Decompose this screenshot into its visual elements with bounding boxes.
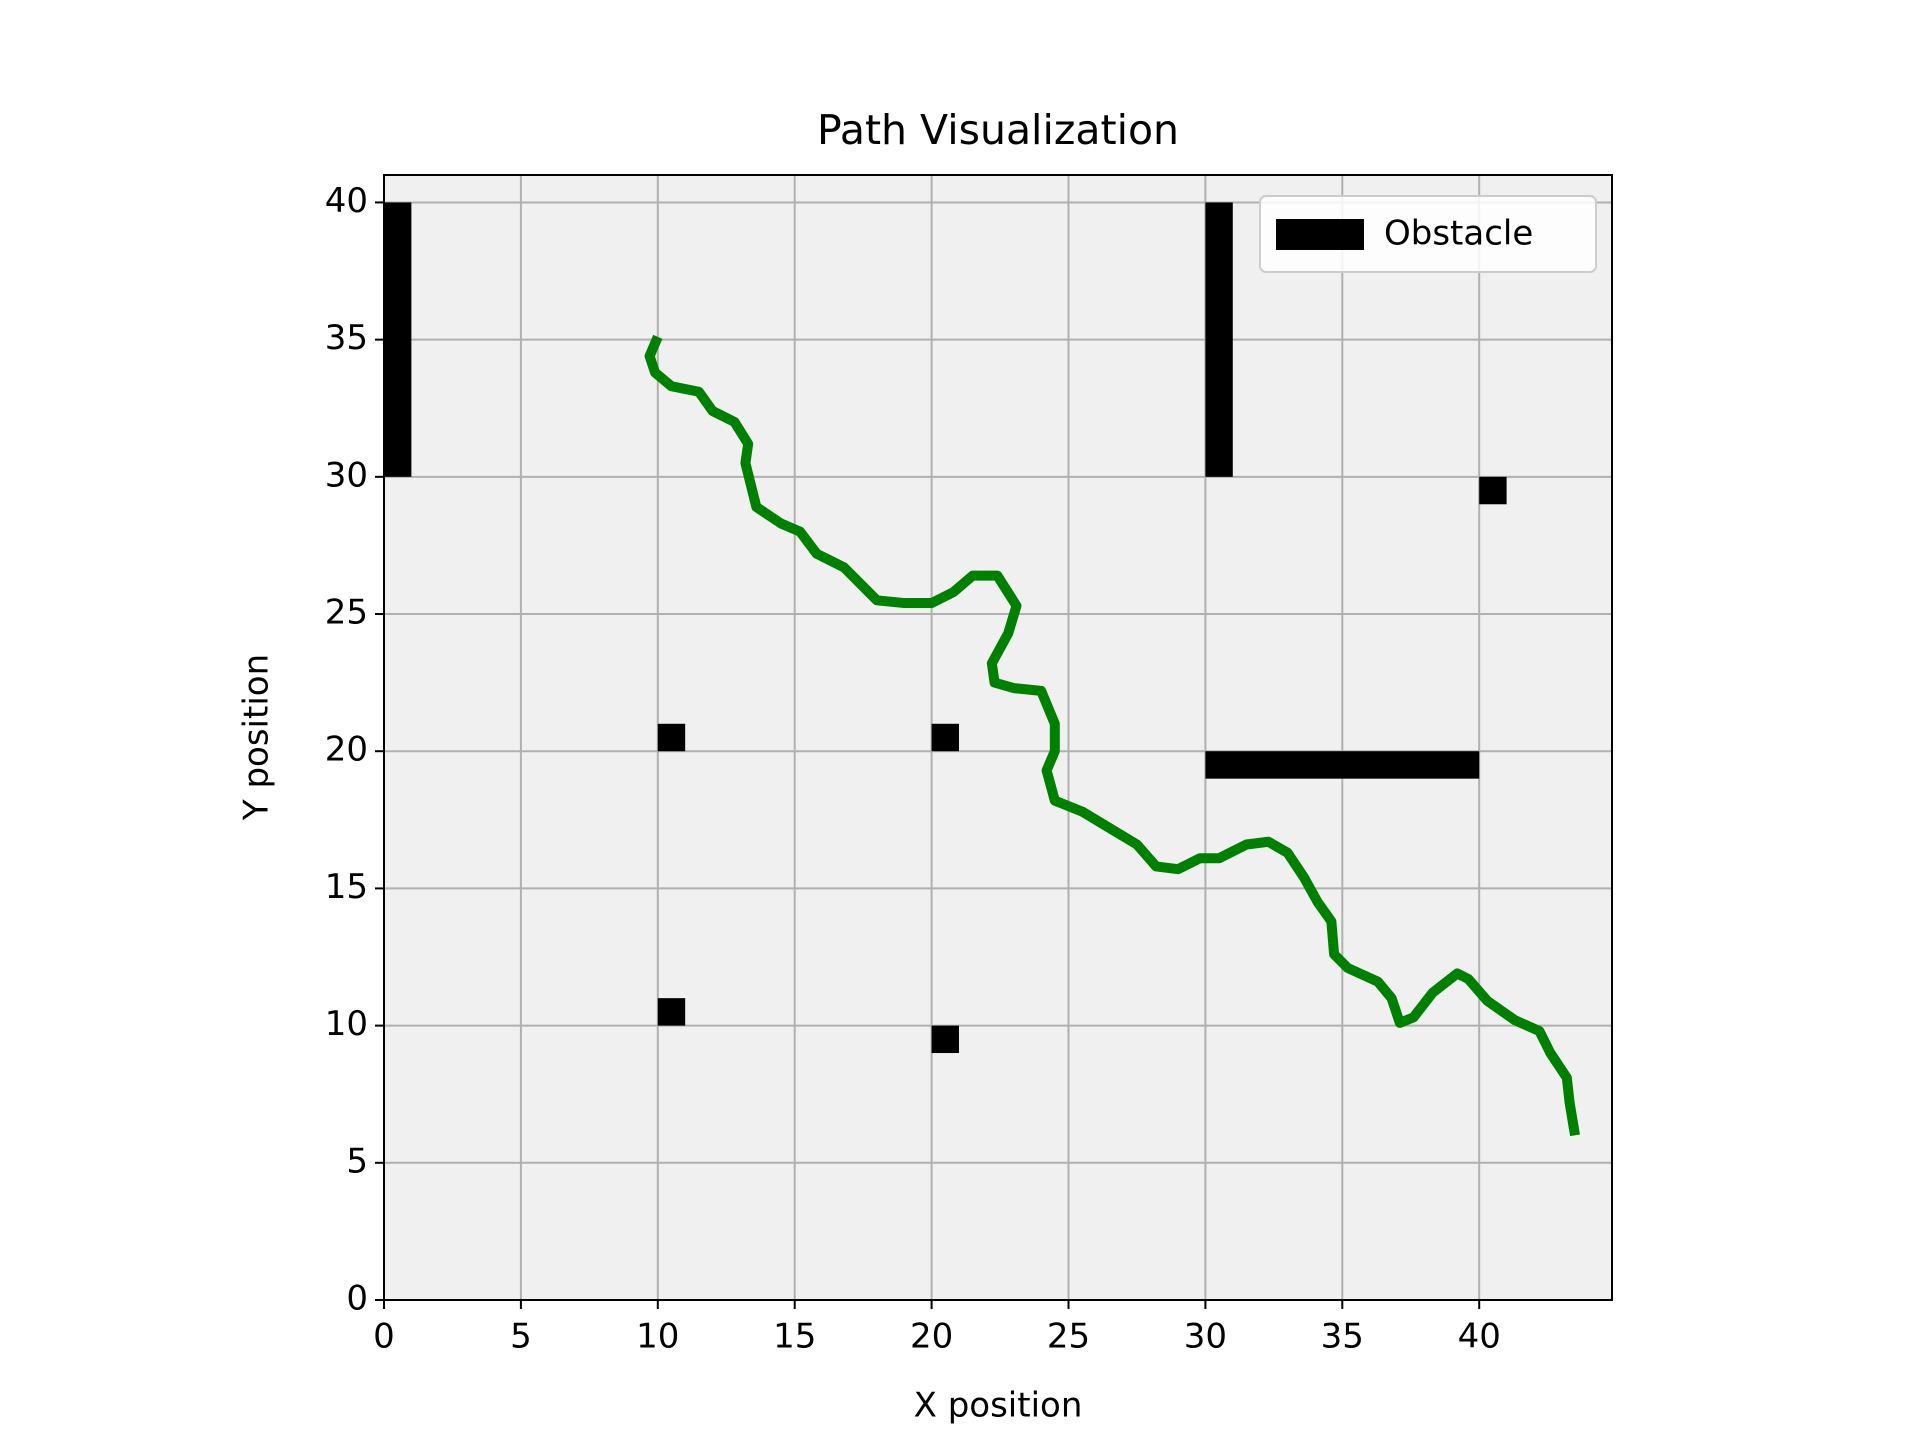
y-tick-label: 10 — [325, 1004, 368, 1044]
plot-area — [384, 175, 1612, 1300]
chart-title: Path Visualization — [817, 106, 1179, 154]
y-tick-label: 35 — [325, 318, 368, 358]
y-tick-label: 15 — [325, 867, 368, 907]
x-tick-label: 15 — [773, 1317, 816, 1357]
y-tick-label: 30 — [325, 455, 368, 495]
obstacle — [1205, 751, 1480, 779]
legend-box — [1259, 195, 1597, 273]
x-tick-label: 40 — [1458, 1317, 1501, 1357]
obstacle — [1205, 202, 1233, 477]
x-tick-label: 0 — [373, 1317, 395, 1357]
x-tick-label: 25 — [1047, 1317, 1090, 1357]
y-tick-label: 20 — [325, 730, 368, 770]
x-tick-label: 20 — [910, 1317, 953, 1357]
x-tick-label: 5 — [510, 1317, 532, 1357]
obstacle — [931, 1025, 959, 1054]
obstacle — [657, 723, 686, 752]
y-tick-label: 40 — [325, 181, 368, 221]
y-tick-label: 25 — [325, 593, 368, 633]
y-tick-label: 0 — [346, 1279, 368, 1319]
x-tick-label: 30 — [1184, 1317, 1227, 1357]
y-tick-label: 5 — [346, 1141, 368, 1181]
x-axis-label: X position — [914, 1386, 1083, 1426]
legend: Obstacle — [1259, 195, 1597, 273]
legend-label: Obstacle — [1384, 214, 1533, 254]
x-tick-label: 10 — [636, 1317, 679, 1357]
legend-swatch — [1276, 219, 1364, 250]
obstacle — [931, 723, 959, 752]
obstacle — [384, 202, 412, 477]
obstacle — [657, 998, 686, 1026]
path-line — [644, 334, 1580, 1137]
y-axis-label: Y position — [237, 654, 277, 821]
axes-frame — [383, 174, 1613, 1301]
x-tick-label: 35 — [1321, 1317, 1364, 1357]
obstacle — [1479, 476, 1507, 505]
